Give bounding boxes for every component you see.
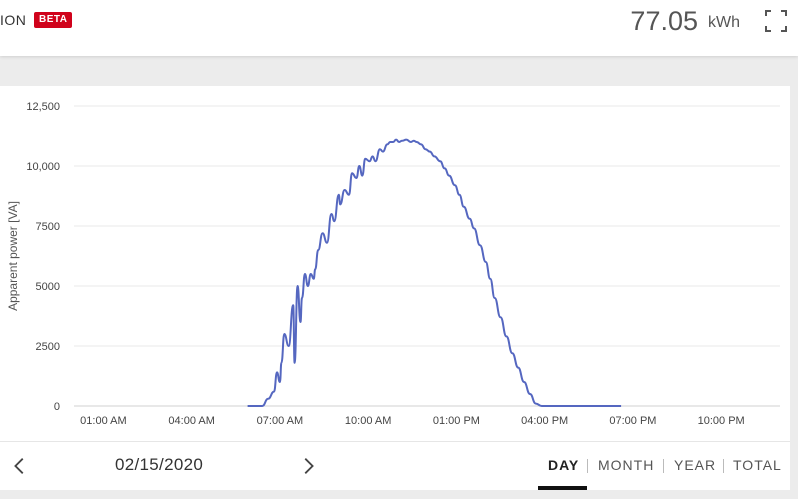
tab-divider: [663, 459, 664, 473]
power-chart: 0 2500 5000 7500 10,000 12,500 01:00 AM 04:00 …: [6, 101, 780, 427]
grid-lines: [74, 105, 780, 407]
y-axis-label: Apparent power [VA]: [6, 201, 20, 311]
x-tick-label: 01:00 AM: [80, 415, 126, 427]
x-tick-label: 07:00 AM: [257, 415, 303, 427]
x-tick-label: 01:00 PM: [433, 415, 480, 427]
x-tick-label: 04:00 PM: [521, 415, 568, 427]
y-axis-ticks: 0 2500 5000 7500 10,000 12,500: [26, 101, 60, 413]
date-navigation: 02/15/2020 DAY MONTH YEAR TOTAL: [0, 441, 790, 491]
tab-divider: [587, 459, 588, 473]
chart-card: 0 2500 5000 7500 10,000 12,500 01:00 AM 04:00 …: [0, 86, 790, 490]
y-tick-label: 10,000: [26, 161, 60, 173]
tab-total[interactable]: TOTAL: [733, 457, 782, 473]
page-title: ION: [0, 12, 27, 28]
tab-divider: [723, 459, 724, 473]
chevron-right-icon[interactable]: [297, 455, 319, 477]
tab-day[interactable]: DAY: [548, 457, 580, 473]
x-tick-label: 07:00 PM: [609, 415, 656, 427]
x-tick-label: 10:00 PM: [698, 415, 745, 427]
app-header: ION BETA 77.05 kWh: [0, 0, 798, 56]
series-line: [247, 138, 622, 408]
x-axis-ticks: 01:00 AM 04:00 AM 07:00 AM 10:00 AM 01:00 PM…: [80, 415, 745, 427]
tab-month[interactable]: MONTH: [598, 457, 655, 473]
chevron-left-icon[interactable]: [9, 455, 31, 477]
beta-badge: BETA: [34, 12, 73, 28]
y-tick-label: 7500: [36, 221, 60, 233]
fullscreen-icon[interactable]: [764, 9, 788, 33]
date-label[interactable]: 02/15/2020: [115, 455, 204, 474]
y-tick-label: 0: [54, 401, 60, 413]
energy-unit: kWh: [708, 14, 740, 31]
x-tick-label: 10:00 AM: [345, 415, 391, 427]
x-tick-label: 04:00 AM: [168, 415, 214, 427]
y-tick-label: 5000: [36, 281, 60, 293]
tab-year[interactable]: YEAR: [674, 457, 717, 473]
active-tab-indicator: [538, 486, 587, 490]
y-tick-label: 2500: [36, 341, 60, 353]
energy-total-value: 77.05: [630, 6, 698, 36]
y-tick-label: 12,500: [26, 101, 60, 113]
